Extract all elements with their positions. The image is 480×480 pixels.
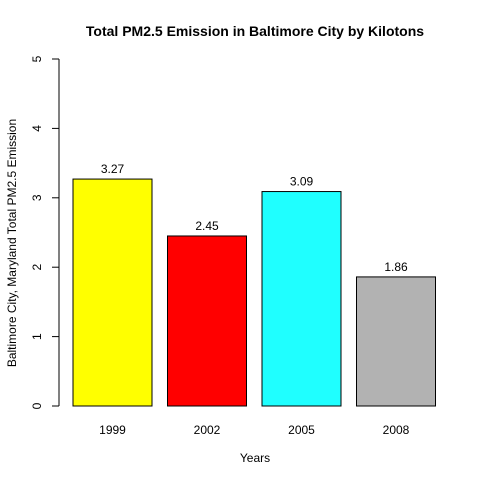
data-label-2008: 1.86	[384, 260, 408, 274]
x-tick-label-2005: 2005	[288, 423, 315, 437]
y-tick-label-1: 1	[30, 333, 44, 340]
x-axis-title: Years	[240, 451, 270, 465]
y-tick-label-5: 5	[30, 55, 44, 62]
y-axis-title: Baltimore City, Maryland Total PM2.5 Emi…	[5, 119, 19, 367]
bar-2005	[261, 191, 342, 407]
x-tick-label-2008: 2008	[383, 423, 410, 437]
chart-title: Total PM2.5 Emission in Baltimore City b…	[86, 23, 424, 39]
bar-1999	[72, 178, 153, 407]
data-label-2005: 3.09	[290, 175, 314, 189]
y-tick-label-3: 3	[30, 194, 44, 201]
y-tick-label-0: 0	[30, 402, 44, 409]
bar-2008	[356, 276, 436, 407]
y-tick-label-2: 2	[30, 264, 44, 271]
y-axis: 0 1 2 3 4 5	[30, 55, 60, 409]
bar-group: 3.27 2.45 3.09 1.86	[72, 162, 436, 407]
y-tick-label-4: 4	[30, 125, 44, 132]
bar-2002	[167, 235, 247, 407]
data-label-1999: 3.27	[101, 162, 125, 176]
x-tick-label-1999: 1999	[99, 423, 126, 437]
data-label-2002: 2.45	[195, 219, 219, 233]
x-axis: 1999 2002 2005 2008	[99, 423, 410, 437]
x-tick-label-2002: 2002	[194, 423, 221, 437]
